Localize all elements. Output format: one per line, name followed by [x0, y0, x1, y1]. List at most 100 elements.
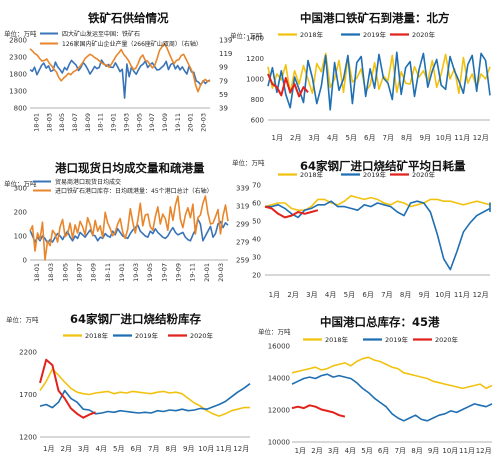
series-line [264, 205, 319, 219]
x-tick-label: 2月 [287, 291, 298, 299]
x-tick-label: 19-01 [118, 263, 126, 282]
unit-label: 单位：万吨 [4, 179, 37, 188]
legend-label: 2020年 [412, 30, 436, 39]
y-tick-label: 30 [252, 254, 261, 262]
y-tick-label: 70 [252, 182, 261, 190]
x-tick-label: 18-11 [97, 113, 105, 132]
y2-tick-label: 139 [219, 37, 232, 45]
x-tick-label: 8月 [411, 447, 422, 455]
x-tick-label: 19-09 [175, 263, 183, 282]
x-tick-label: 4月 [327, 134, 338, 142]
x-tick-label: 9月 [419, 291, 430, 299]
series-line [29, 59, 211, 99]
x-tick-label: 20-03 [200, 113, 208, 132]
series-line [291, 373, 493, 422]
x-tick-label: 18-07 [71, 113, 79, 132]
chart-title: 中国港口总库存：45港 [320, 315, 440, 329]
legend-label: 2020年 [412, 170, 436, 179]
x-tick-label: 18-07 [76, 263, 84, 282]
legend-label: 2019年 [135, 331, 159, 340]
series-line [267, 73, 309, 98]
legend-label: 2020年 [190, 331, 214, 340]
legend-label: 126家国内矿山企业产量（266座矿山双周）（右轴） [62, 40, 202, 48]
legend-label: 贸易商港口现货日均成交 [55, 178, 121, 186]
x-tick-label: 7月 [381, 291, 392, 299]
x-tick-label: 18-09 [90, 263, 98, 282]
legend-label: 2019年 [363, 30, 387, 39]
chart-panel-4: 64家钢厂进口烧结矿平均日耗量 单位：万吨 70 60 50 40 30 20 1月 2月 3月 4月… [232, 158, 491, 299]
x-tick-label: 19-05 [135, 113, 143, 132]
x-tick-label: 6月 [362, 291, 373, 299]
y2-tick-label: 99 [219, 64, 228, 72]
y-tick-label: 12000 [268, 407, 290, 415]
x-tick-label: 19-11 [174, 113, 182, 132]
x-tick-label: 6月 [131, 445, 142, 453]
y-tick-label: 14000 [268, 375, 290, 383]
x-tick-label: 3月 [328, 447, 339, 455]
y-tick-label: 1300 [9, 88, 27, 96]
x-tick-label: 5月 [346, 134, 357, 142]
chart-title: 铁矿石供给情况 [88, 11, 169, 25]
x-tick-label: 20-01 [187, 113, 195, 132]
x-tick-label: 18-05 [61, 263, 69, 282]
chart-panel-5: 64家钢厂进口烧结粉库存 单位：万吨 2200 1700 1200 1月 2月 3月 4月 5月 6… [6, 312, 251, 453]
x-tick-label: 11月 [216, 445, 232, 453]
y-tick-label: 100 [14, 233, 27, 241]
y2-tick-label: 259 [236, 257, 249, 265]
y-tick-label: 1400 [246, 35, 264, 43]
legend-label: 2018年 [85, 331, 109, 340]
x-tick-label: 3月 [306, 291, 317, 299]
x-tick-label: 11月 [459, 447, 475, 455]
x-tick-label: 2月 [311, 447, 322, 455]
unit-label: 单位：万吨 [6, 315, 39, 324]
x-tick-label: 4月 [96, 445, 107, 453]
x-tick-label: 18-11 [104, 263, 112, 282]
x-tick-label: 6月 [378, 447, 389, 455]
y2-tick-label: 279 [236, 239, 249, 247]
series-line [267, 52, 491, 95]
x-tick-label: 20-01 [203, 263, 211, 282]
x-tick-label: 19-03 [122, 113, 130, 132]
x-tick-label: 5月 [361, 447, 372, 455]
x-tick-label: 19-03 [132, 263, 140, 282]
x-tick-label: 8月 [400, 291, 411, 299]
y2-tick-label: 299 [236, 221, 249, 229]
x-tick-label: 5月 [113, 445, 124, 453]
y-tick-label: 0 [23, 257, 27, 265]
x-tick-label: 18-01 [32, 113, 40, 132]
x-tick-label: 11月 [454, 134, 470, 142]
y-tick-label: 2800 [9, 37, 27, 45]
x-tick-label: 7月 [383, 134, 394, 142]
x-tick-label: 1月 [43, 445, 54, 453]
x-tick-label: 10月 [442, 447, 458, 455]
series-line [39, 383, 251, 415]
series-line [29, 195, 229, 261]
x-tick-label: 12月 [233, 445, 249, 453]
y-tick-label: 1700 [19, 391, 37, 399]
y-tick-label: 20 [252, 272, 261, 280]
y2-tick-label: 79 [219, 77, 228, 85]
x-tick-label: 19-11 [189, 263, 197, 282]
x-tick-label: 4月 [325, 291, 336, 299]
y-tick-label: 600 [251, 117, 264, 125]
legend-label: 2020年 [435, 335, 459, 344]
y-tick-label: 1800 [9, 71, 27, 79]
unit-label: 单位：万吨 [258, 327, 291, 336]
x-tick-label: 19-01 [110, 113, 118, 132]
x-tick-label: 18-05 [58, 113, 66, 132]
x-tick-label: 10月 [436, 134, 452, 142]
x-tick-label: 9月 [428, 447, 439, 455]
x-tick-label: 2月 [61, 445, 72, 453]
legend-label: 进口铁矿石港口库存：日均疏港量：45个港口总计（右轴） [55, 187, 213, 195]
x-tick-label: 19-07 [148, 113, 156, 132]
x-tick-label: 18-01 [33, 263, 41, 282]
series-line [264, 195, 491, 211]
x-tick-label: 1月 [295, 447, 306, 455]
legend-label: 四大矿山发运至中国：铁矿石 [62, 30, 140, 38]
x-tick-label: 18-09 [84, 113, 92, 132]
y2-tick-label: 59 [219, 91, 228, 99]
x-tick-label: 8月 [401, 134, 412, 142]
unit-label: 单位：万吨 [4, 29, 37, 38]
